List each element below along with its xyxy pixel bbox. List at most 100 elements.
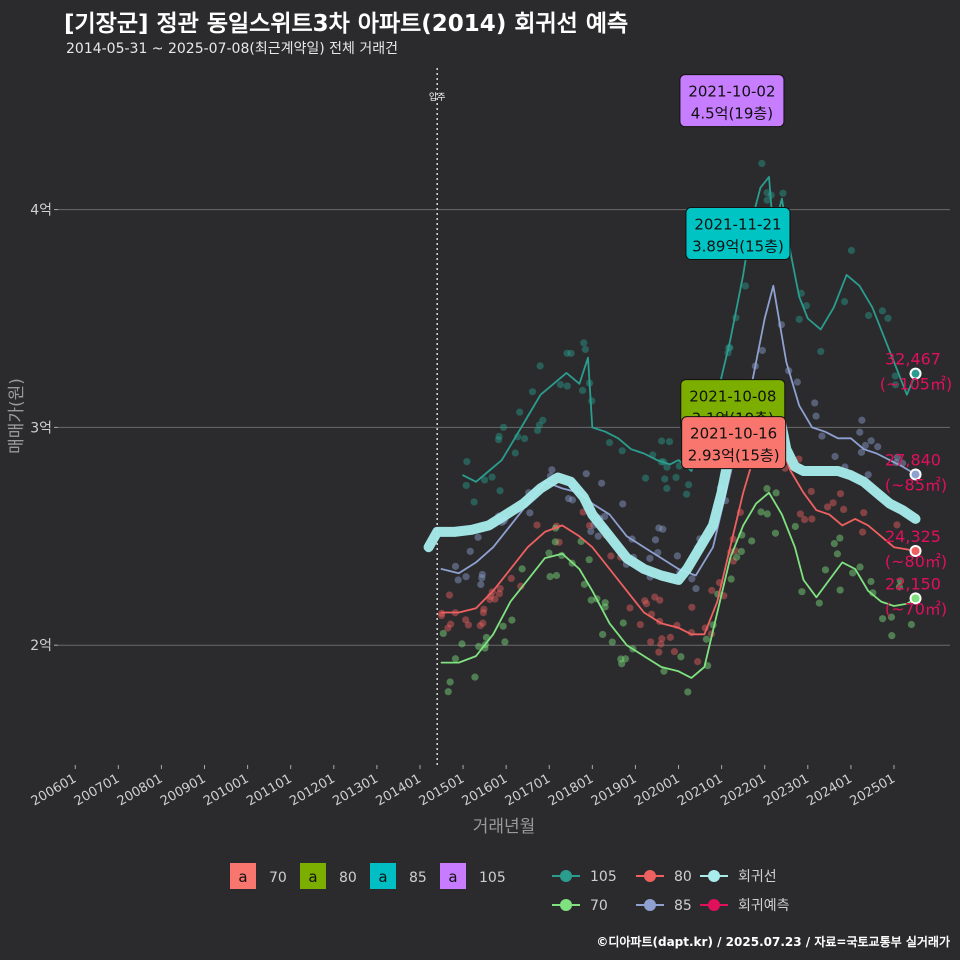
grid-layer: 입주 [58,68,950,765]
scatter-point [666,633,674,641]
scatter-point [793,378,801,386]
scatter-point [840,505,848,514]
scatter-point [444,624,452,632]
scatter-point [836,586,844,594]
axis-layer: 2억 3억 4억 2006012007012008012009012010012011… [7,203,898,837]
legend-line-label: 105 [590,869,617,885]
scatter-point [861,441,869,450]
scatter-point [588,397,596,405]
scatter-point [708,586,716,595]
scatter-point [594,532,602,540]
scatter-point [567,349,575,357]
scatter-point [546,572,554,581]
scatter-point [511,449,519,457]
scatter-point [821,566,830,574]
scatter-point [741,282,750,290]
scatter-point [829,499,837,507]
scatter-point [451,655,460,663]
scatter-point [462,573,470,581]
x-tick-label: 200801 [115,771,165,809]
scatter-point [856,428,864,436]
scatter-point [692,585,700,593]
scatter-point [539,416,547,424]
scatter-point [833,550,842,558]
scatter-point [675,462,683,470]
footer-credit: ©디아파트(dapt.kr) / 2025.07.23 / 자료=국토교통부 실… [596,935,950,949]
scatter-point [867,577,875,586]
annotation-date: 2021-10-16 [690,425,777,443]
scatter-point [439,629,447,638]
x-tick-label: 201601 [460,771,510,809]
scatter-point [437,611,446,620]
scatter-point [896,577,905,585]
scatter-point [568,496,576,504]
scatter-point [501,638,509,646]
annotation-box [685,207,791,261]
legend-line-label: 85 [674,898,692,914]
scatter-point [891,381,900,389]
scatter-point [533,426,542,434]
scatter-point [618,447,626,455]
legend-area-swatch [230,863,256,889]
scatter-point [578,386,587,394]
scatter-point [727,575,735,583]
legend-area-label: 105 [479,870,506,886]
scatter-point [772,489,780,497]
scatter-point [587,527,595,536]
scatter-point [831,452,839,461]
scatter-point [552,571,561,580]
scatter-point [665,437,674,446]
scatter-point [466,547,474,555]
scatter-point [688,603,696,611]
scatter-point [887,613,896,621]
x-tick-label: 201101 [244,771,294,809]
chart-subtitle: 2014-05-31 ~ 2025-07-08(최근계약일) 전체 거래건 [66,41,398,57]
legend-area-key: a [378,868,387,886]
scatter-point [478,574,486,582]
y-tick-label: 2억 [30,638,52,654]
legend-layer: a 70 a 80 a 85 a 105 105 80 회귀선 70 85 회귀예측 [230,863,790,914]
scatter-point [608,638,616,646]
legend-area-label: 80 [339,870,357,886]
scatter-point [598,479,606,487]
chart-title: [기장군] 정관 동일스위트3차 아파트(2014) 회귀선 예측 [64,11,629,37]
scatter-point [836,534,844,542]
scatter-point [548,466,556,474]
scatter-point [641,597,649,605]
legend-line-label: 80 [674,869,692,885]
scatter-point [580,580,589,588]
x-tick-label: 201801 [546,771,596,809]
legend-line-marker [560,870,572,882]
legend-area-label: 85 [409,870,427,886]
forecast-area-label: (~85㎡) [885,475,947,494]
scatter-point [496,584,504,593]
scatter-point [462,616,470,624]
forecast-value-label: 22,150 [885,574,941,593]
scatter-point [663,484,671,492]
annotation-date: 2021-10-08 [689,388,776,406]
y-tick-label: 4억 [30,203,52,219]
scatter-point [798,588,806,596]
scatter-point [677,653,685,661]
scatter-point [478,570,486,579]
forecast-area-label: (~105㎡) [880,375,952,394]
scatter-point [763,189,771,197]
scatter-point [856,563,864,571]
legend-line-label: 회귀선 [738,869,777,885]
annotation-price: 3.89억(15층) [692,238,784,256]
scatter-point [895,583,904,591]
forecast-value-label: 24,325 [885,527,941,546]
annotation-layer: 32,467 (~105㎡) 27,840 (~85㎡) 24,325 (~80㎡) 22,… [679,74,952,618]
scatter-point [661,475,669,483]
x-tick-label: 202001 [632,771,682,809]
series-line-80 [440,426,917,636]
scatter-point [878,307,887,315]
scatter-point [815,599,823,607]
scatter-point [802,302,811,310]
scatter-point [507,574,515,583]
scatter-point [451,562,460,570]
scatter-point [447,620,455,628]
forecast-area-label: (~70㎡) [885,599,947,618]
legend-area-key: a [238,868,247,886]
scatter-point [479,619,487,627]
